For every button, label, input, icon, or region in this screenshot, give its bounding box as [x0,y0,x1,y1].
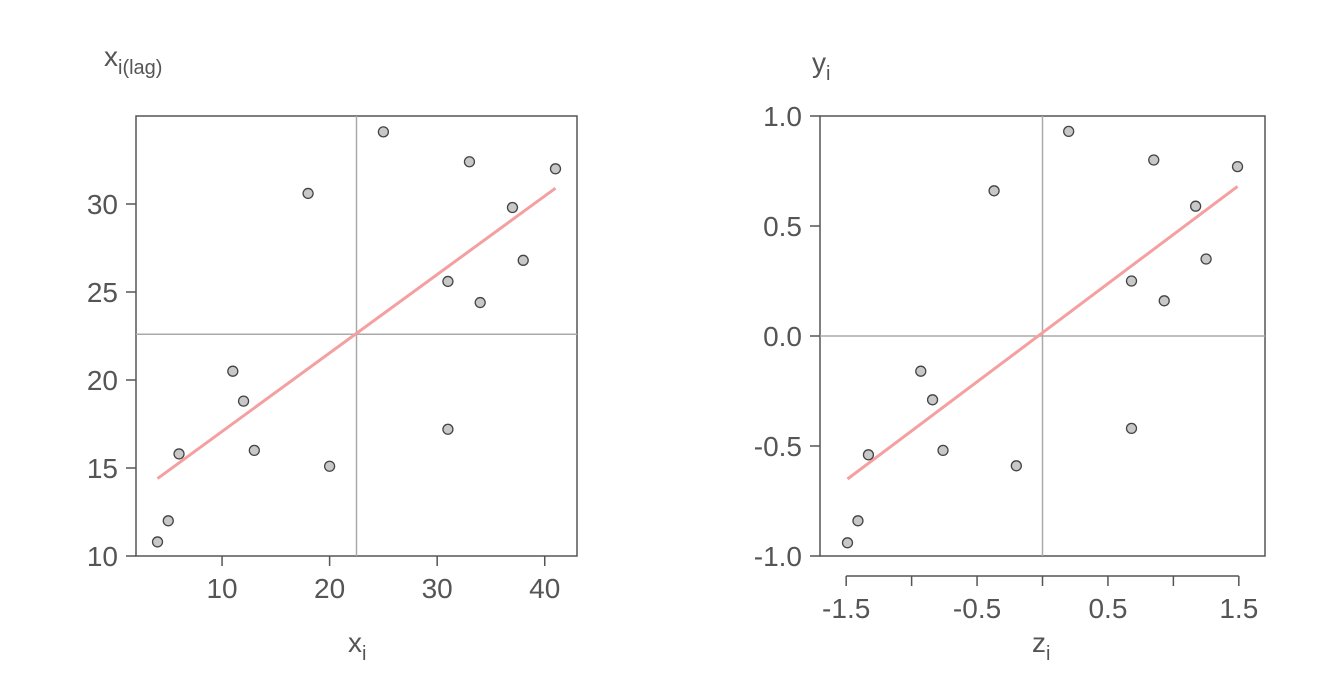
left-y-axis-title-sub: i(lag) [118,57,162,79]
right-y-axis-title-main: y [812,47,826,78]
right-data-point [1158,295,1170,307]
left-data-point [377,126,390,138]
left-regression-line [156,186,557,480]
left-y-tick-label: 25 [87,277,118,308]
right-y-tick-label: -0.5 [754,431,802,462]
left-x-axis-title: xi [348,627,366,665]
right-y-tick-label: 1.0 [763,101,802,132]
right-y-tick-label: -1.0 [754,541,802,572]
left-y-tick-label: 10 [87,541,118,572]
left-data-point [302,187,314,200]
right-data-point [1148,154,1160,166]
left-y-tick-label: 15 [87,453,118,484]
right-y-tick-label: 0.0 [763,321,802,352]
left-x-tick-label: 40 [529,573,560,604]
right-x-tick-label: 1.5 [1219,593,1258,624]
left-data-point [237,395,250,407]
right-y-tick-label: 0.5 [763,211,802,242]
left-data-point [506,201,519,214]
left-data-point [323,460,336,472]
right-x-tick-label: 0.5 [1088,593,1127,624]
left-x-axis-title-main: x [348,627,362,658]
left-data-point [162,515,174,527]
right-data-point [1125,422,1138,435]
left-x-tick-label: 20 [314,573,345,604]
left-y-axis-title-main: x [104,41,118,72]
right-y-axis-title-sub: i [826,63,830,85]
right-x-axis-title-sub: i [1046,643,1050,665]
left-x-axis-title-sub: i [362,643,366,665]
right-x-tick-label: -1.5 [822,593,870,624]
right-y-axis-title: yi [812,47,830,85]
right-data-point [1189,200,1202,212]
right-data-point [1231,160,1244,173]
left-data-point [442,423,454,435]
left-data-point [463,156,476,168]
right-data-point [937,444,949,457]
left-x-tick-label: 10 [206,573,237,604]
right-x-axis-title: zi [1032,627,1050,665]
right-data-point [1125,275,1138,287]
left-data-point [248,444,260,457]
left-data-point [549,163,562,175]
right-x-axis-title-main: z [1032,627,1046,658]
right-data-point [915,365,927,377]
left-y-tick-label: 30 [87,189,118,220]
right-scatter-panel: yi zi -1.5 -0.5 0.5 1.5-1.0-0.50.00.51.0 [754,47,1266,665]
left-data-point [517,254,529,266]
right-data-point [852,515,864,527]
right-data-point [926,394,939,406]
left-y-tick-label: 20 [87,365,118,396]
left-data-point [173,448,185,460]
left-x-tick-label: 30 [422,573,453,604]
right-data-point [1063,125,1075,138]
right-data-point [1010,460,1022,472]
left-data-point [151,536,164,548]
right-data-point [841,537,854,549]
right-data-point [1200,253,1212,265]
right-x-tick-label: -0.5 [953,593,1001,624]
right-data-point [988,185,1000,197]
right-data-point [862,449,875,461]
left-data-point [227,365,239,377]
right-regression-line [846,185,1239,481]
left-data-point [442,275,454,288]
left-y-axis-title: xi(lag) [104,41,162,79]
left-data-point [474,296,486,309]
